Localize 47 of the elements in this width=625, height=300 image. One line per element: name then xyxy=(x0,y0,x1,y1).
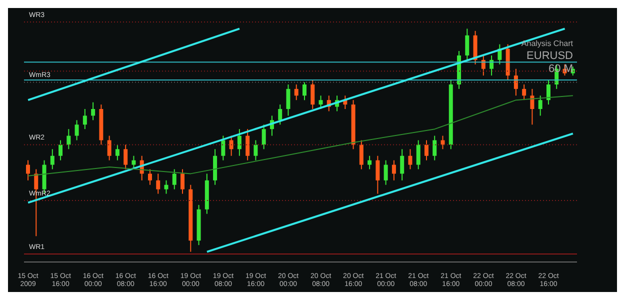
candlestick xyxy=(82,108,87,130)
candlestick xyxy=(416,140,420,170)
candlestick xyxy=(172,168,176,190)
candlestick xyxy=(384,160,388,186)
candlestick xyxy=(132,155,136,170)
candlestick xyxy=(481,54,486,76)
candlestick xyxy=(237,128,242,156)
candlestick xyxy=(530,88,534,126)
candlestick xyxy=(124,144,128,170)
candlestick xyxy=(254,140,258,161)
candlestick xyxy=(66,128,71,150)
candlestick xyxy=(26,160,30,181)
candlestick xyxy=(546,80,550,106)
candlestick xyxy=(58,140,63,161)
candlestick xyxy=(376,155,380,194)
candlestick xyxy=(74,120,79,141)
candlestick xyxy=(107,135,112,161)
candlestick xyxy=(246,128,250,161)
candlestick xyxy=(278,104,282,126)
candlestick xyxy=(368,155,372,170)
candlestick xyxy=(408,148,412,170)
candlestick xyxy=(465,28,470,60)
candlestick xyxy=(148,168,152,186)
candlestick xyxy=(221,135,226,161)
candlestick xyxy=(164,180,168,194)
candlestick xyxy=(286,84,290,116)
candlestick xyxy=(440,135,445,150)
candlestick xyxy=(302,82,306,101)
candlestick xyxy=(115,144,120,161)
candlestick xyxy=(310,80,315,110)
candlestick xyxy=(538,95,542,116)
candlestick xyxy=(91,102,96,121)
candlestick xyxy=(424,140,428,161)
candlestick xyxy=(262,124,266,150)
candlestick xyxy=(490,54,494,76)
candlestick xyxy=(156,173,160,194)
candlestick xyxy=(400,148,404,181)
candlestick xyxy=(50,148,54,170)
candlestick xyxy=(514,68,518,96)
annotation: Analysis Chart xyxy=(520,38,573,50)
candlestick xyxy=(318,95,323,110)
candlestick xyxy=(392,160,396,181)
candlestick xyxy=(359,140,364,170)
candlestick xyxy=(522,84,526,101)
candlestick xyxy=(432,135,437,161)
candlestick xyxy=(180,168,185,194)
candlestick xyxy=(294,84,298,101)
